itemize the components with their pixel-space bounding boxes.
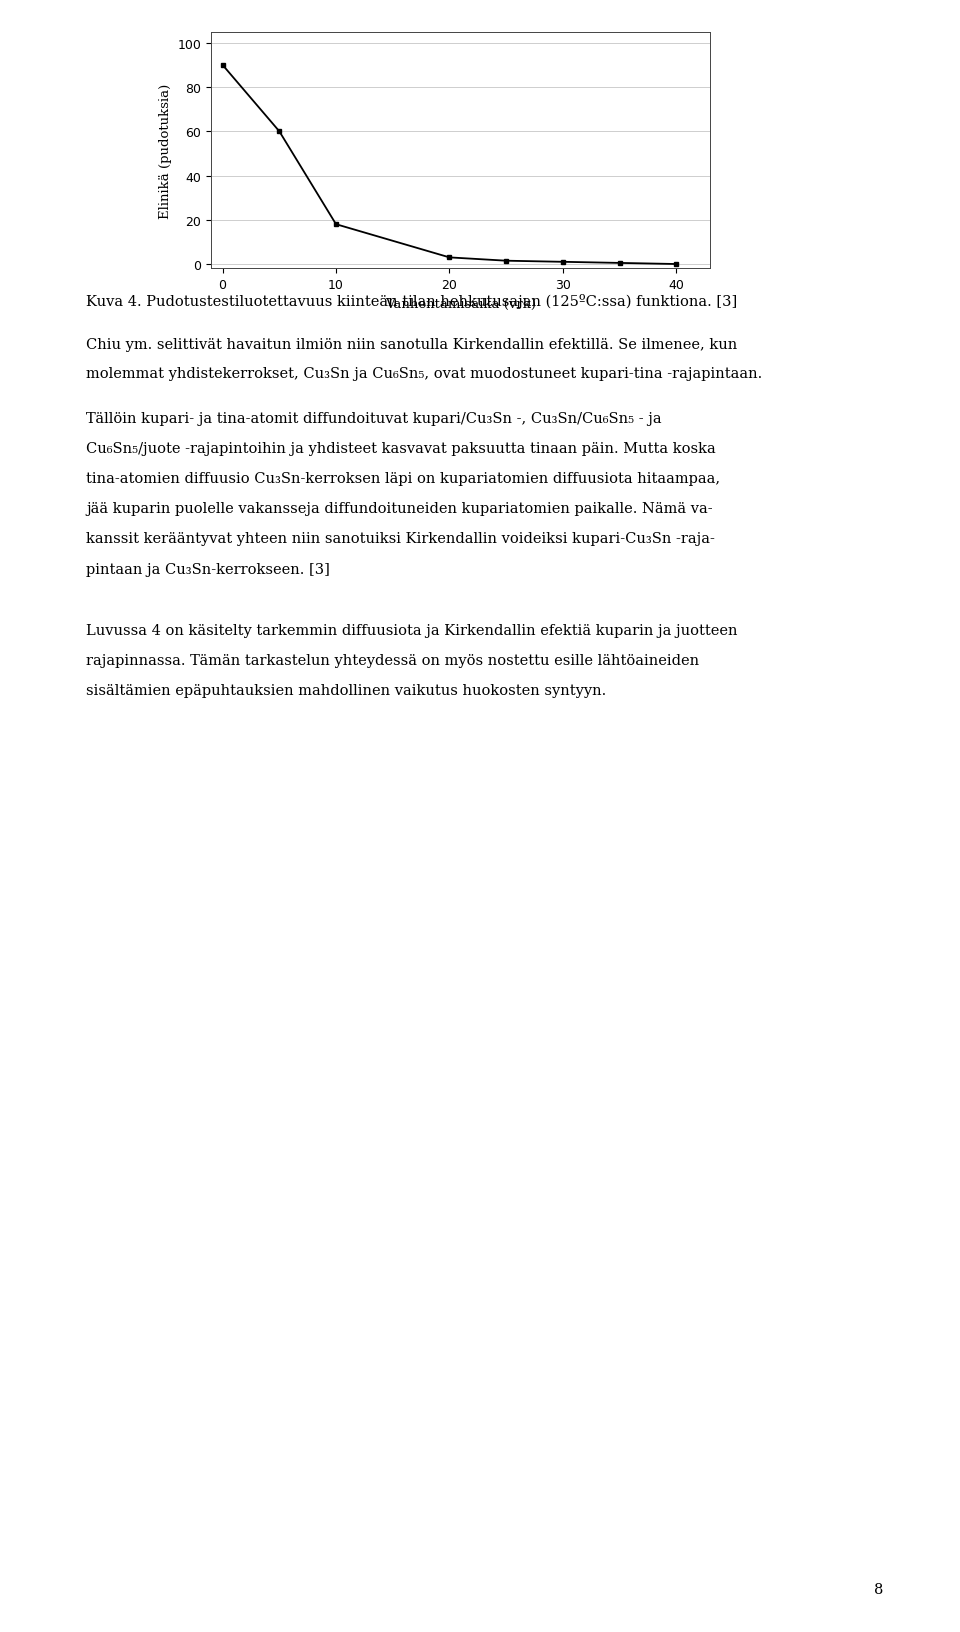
Text: Cu₆Sn₅/juote -rajapintoihin ja yhdisteet kasvavat paksuutta tinaan päin. Mutta k: Cu₆Sn₅/juote -rajapintoihin ja yhdisteet…	[86, 441, 716, 455]
Y-axis label: Elinikä (pudotuksia): Elinikä (pudotuksia)	[159, 83, 172, 219]
Text: kanssit kerääntyvat yhteen niin sanotuiksi Kirkendallin voideiksi kupari-Cu₃Sn -: kanssit kerääntyvat yhteen niin sanotuik…	[86, 532, 715, 547]
Text: Kuva 4. Pudotustestiluotettavuus kiinteän tilan hehkutusajan (125ºC:ssa) funktio: Kuva 4. Pudotustestiluotettavuus kiinteä…	[86, 294, 737, 308]
Text: molemmat yhdistekerrokset, Cu₃Sn ja Cu₆Sn₅, ovat muodostuneet kupari-tina -rajap: molemmat yhdistekerrokset, Cu₃Sn ja Cu₆S…	[86, 367, 762, 382]
Text: 8: 8	[874, 1581, 883, 1596]
Text: tina-atomien diffuusio Cu₃Sn-kerroksen läpi on kupariatomien diffuusiota hitaamp: tina-atomien diffuusio Cu₃Sn-kerroksen l…	[86, 472, 721, 486]
Text: pintaan ja Cu₃Sn-kerrokseen. [3]: pintaan ja Cu₃Sn-kerrokseen. [3]	[86, 561, 330, 576]
Text: rajapinnassa. Tämän tarkastelun yhteydessä on myös nostettu esille lähtöaineiden: rajapinnassa. Tämän tarkastelun yhteydes…	[86, 653, 700, 667]
Text: Chiu ym. selittivät havaitun ilmiön niin sanotulla Kirkendallin efektillä. Se il: Chiu ym. selittivät havaitun ilmiön niin…	[86, 338, 737, 353]
Text: jää kuparin puolelle vakansseja diffundoituneiden kupariatomien paikalle. Nämä v: jää kuparin puolelle vakansseja diffundo…	[86, 503, 713, 516]
X-axis label: Vanhentamisaika (vrk): Vanhentamisaika (vrk)	[385, 297, 537, 310]
Text: sisältämien epäpuhtauksien mahdollinen vaikutus huokosten syntyyn.: sisältämien epäpuhtauksien mahdollinen v…	[86, 684, 607, 698]
Text: Luvussa 4 on käsitelty tarkemmin diffuusiota ja Kirkendallin efektiä kuparin ja : Luvussa 4 on käsitelty tarkemmin diffuus…	[86, 623, 738, 638]
Text: Tällöin kupari- ja tina-atomit diffundoituvat kupari/Cu₃Sn -, Cu₃Sn/Cu₆Sn₅ - ja: Tällöin kupari- ja tina-atomit diffundoi…	[86, 411, 662, 426]
